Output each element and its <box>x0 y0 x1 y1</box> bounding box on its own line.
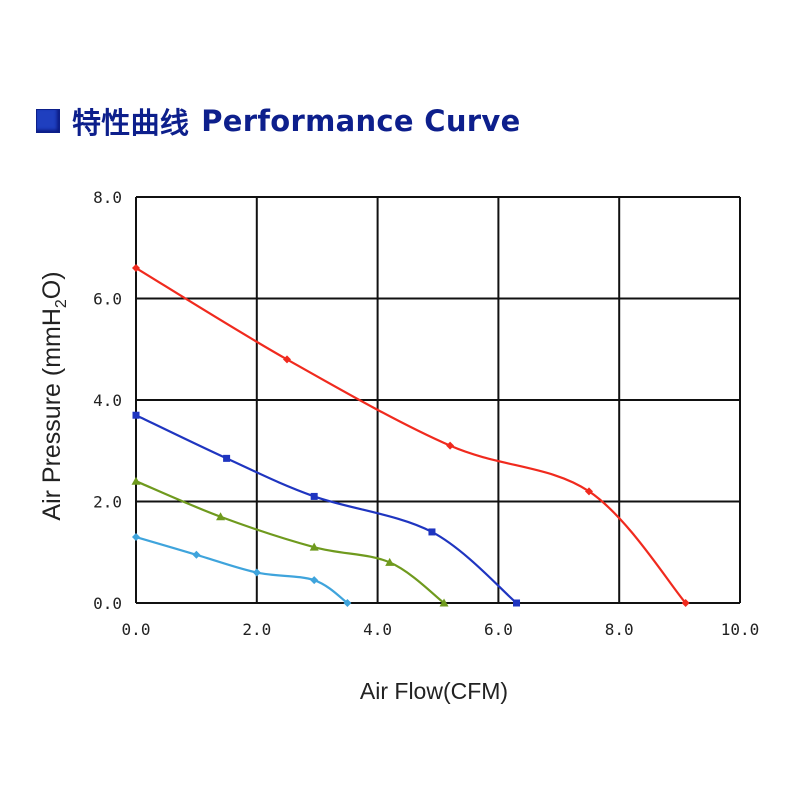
x-axis-label: Air Flow(CFM) <box>360 678 508 704</box>
chart-title: 特性曲线 Performance Curve <box>36 100 521 142</box>
data-point-red <box>446 441 455 450</box>
y-tick-label: 8.0 <box>93 188 122 207</box>
data-point-green <box>131 476 141 485</box>
y-label-sub: 2 <box>53 299 70 308</box>
series-line-red <box>135 267 687 604</box>
x-tick-label: 8.0 <box>605 620 634 639</box>
title-cn: 特性曲线 <box>72 106 190 140</box>
series-group <box>131 264 690 607</box>
x-tick-label: 2.0 <box>242 620 271 639</box>
data-point-cyan <box>310 576 319 585</box>
x-tick-label: 0.0 <box>122 620 151 639</box>
data-point-cyan <box>252 568 261 577</box>
tick-labels: 0.0 2.0 4.0 6.0 8.0 10.0 0.0 2.0 4.0 6.0 8.0 <box>93 188 759 639</box>
data-point-blue <box>223 454 231 462</box>
data-point-cyan <box>192 550 201 559</box>
data-point-red <box>283 355 291 364</box>
data-point-green <box>216 512 226 521</box>
y-tick-label: 6.0 <box>93 290 122 309</box>
data-point-red <box>681 599 690 607</box>
data-point-red <box>585 487 593 496</box>
data-point-blue <box>513 599 521 607</box>
grid <box>135 196 741 604</box>
x-tick-label: 6.0 <box>484 620 513 639</box>
data-point-red <box>132 264 140 273</box>
y-tick-label: 4.0 <box>93 391 122 410</box>
data-point-blue <box>132 411 140 419</box>
y-label-pre: Air Pressure (mmH <box>38 308 66 521</box>
data-point-green <box>309 542 319 551</box>
series-line-green <box>135 480 445 604</box>
x-tick-label: 4.0 <box>363 620 392 639</box>
y-label-post: O) <box>38 271 66 299</box>
data-point-green <box>385 557 395 566</box>
title-en: Performance Curve <box>201 104 521 138</box>
data-point-cyan <box>343 599 352 607</box>
data-point-cyan <box>132 533 140 542</box>
series-line-blue <box>135 414 518 604</box>
data-point-blue <box>310 492 318 500</box>
data-point-green <box>439 598 449 607</box>
y-tick-label: 0.0 <box>93 594 122 613</box>
blue-square-icon <box>36 109 60 133</box>
y-axis-label: Air Pressure (mmH2O) <box>38 271 70 520</box>
data-point-blue <box>428 528 436 536</box>
x-tick-label: 10.0 <box>721 620 760 639</box>
y-tick-label: 2.0 <box>93 493 122 512</box>
